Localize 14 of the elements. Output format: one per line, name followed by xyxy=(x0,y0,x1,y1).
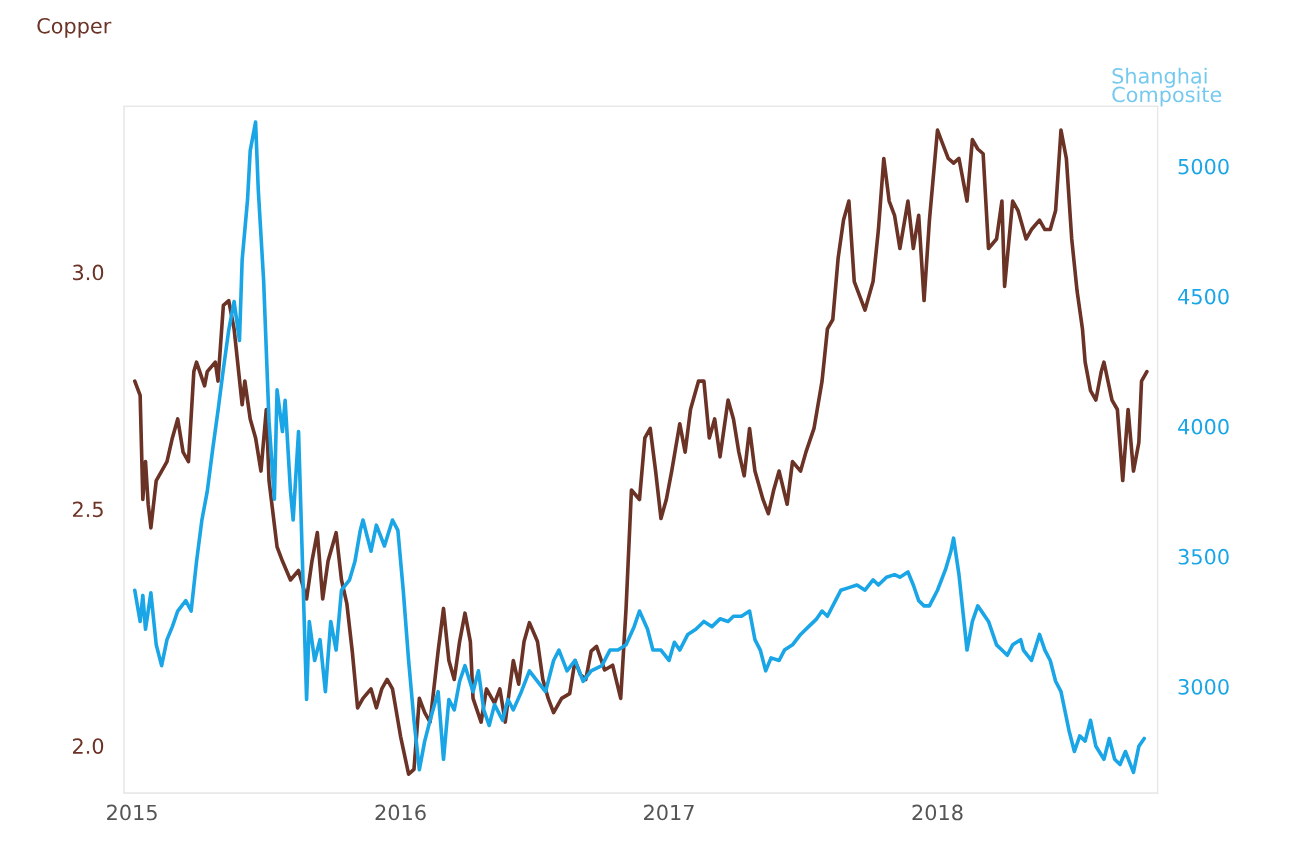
y-axis-title: Copper xyxy=(37,17,112,38)
y-tick-label: 2.5 xyxy=(72,501,103,518)
y-tick-label: 3.0 xyxy=(73,264,104,281)
y-tick-label: 2.0 xyxy=(72,738,104,754)
y2-tick-label: 4500 xyxy=(1178,288,1229,305)
x-tick-label: 2018 xyxy=(912,804,963,821)
y2-tick-label: 3000 xyxy=(1178,678,1229,695)
x-tick-label: 2016 xyxy=(375,804,426,821)
y2-tick-label: 3500 xyxy=(1178,548,1229,565)
y2-tick-label: 4000 xyxy=(1178,418,1229,435)
x-tick-label: 2015 xyxy=(107,804,157,821)
x-tick-label: 2017 xyxy=(644,804,694,821)
y2-axis-title: Shanghai Composite xyxy=(1112,67,1222,107)
y2-tick-label: 5000 xyxy=(1178,158,1229,175)
